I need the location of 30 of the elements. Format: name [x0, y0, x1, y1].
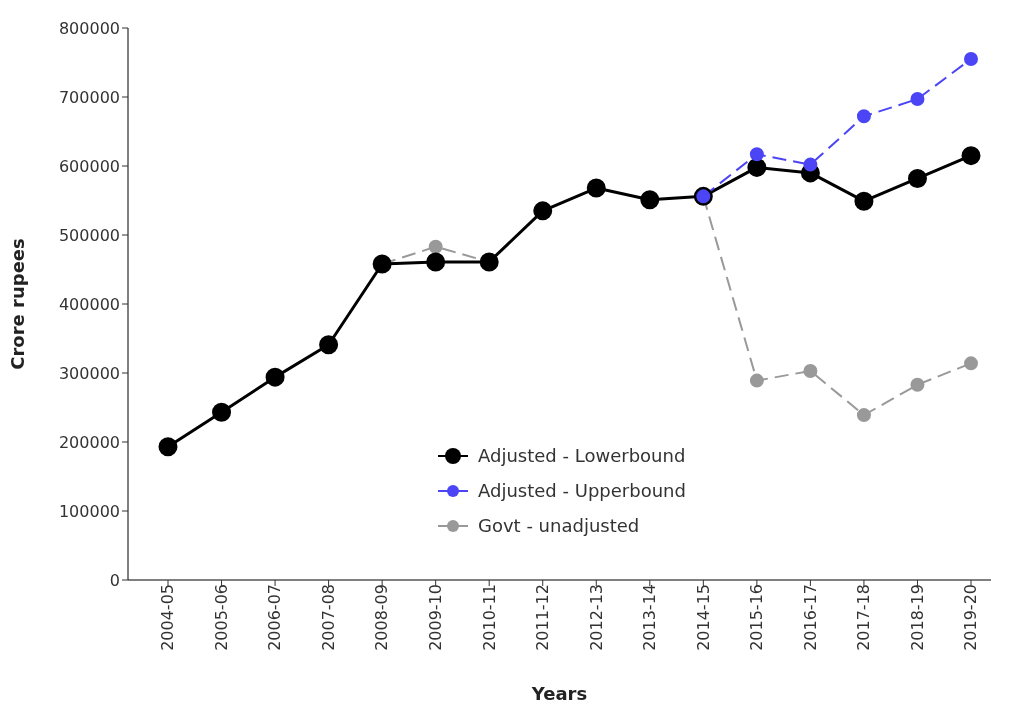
y-tick-label: 800000 [58, 18, 120, 38]
y-tick-label: 500000 [58, 225, 120, 245]
y-tick-label: 400000 [58, 294, 120, 314]
x-tick-label: 2013-14 [640, 584, 660, 651]
x-tick-label: 2009-10 [426, 584, 446, 651]
x-tick-label: 2017-18 [854, 584, 874, 651]
y-tick-label: 0 [109, 570, 120, 590]
x-tick-label: 2012-13 [586, 584, 606, 651]
x-axis-title: Years [530, 683, 588, 704]
x-tick-label: 2007-08 [318, 584, 338, 651]
x-tick-label: 2016-17 [800, 584, 820, 651]
y-tick-label: 600000 [58, 156, 120, 176]
x-tick-label: 2019-20 [961, 584, 981, 651]
x-tick-label: 2004-05 [158, 584, 178, 651]
y-tick-label: 700000 [58, 87, 120, 107]
x-tick-label: 2014-15 [693, 584, 713, 651]
x-tick-label: 2006-07 [265, 584, 285, 651]
x-tick-label: 2008-09 [372, 584, 392, 651]
y-tick-label: 300000 [58, 363, 120, 383]
legend-label: Govt - unadjusted [478, 515, 640, 536]
y-axis-title: Crore rupees [7, 238, 29, 370]
y-tick-label: 200000 [58, 432, 120, 452]
x-tick-label: 2010-11 [479, 584, 499, 651]
x-tick-label: 2005-06 [211, 584, 231, 651]
legend-label: Adjusted - Upperbound [478, 480, 686, 501]
x-tick-label: 2015-16 [747, 584, 767, 651]
x-tick-label: 2018-19 [907, 584, 927, 651]
x-tick-label: 2011-12 [533, 584, 553, 651]
y-tick-label: 100000 [58, 501, 120, 521]
legend-label: Adjusted - Lowerbound [478, 445, 686, 466]
